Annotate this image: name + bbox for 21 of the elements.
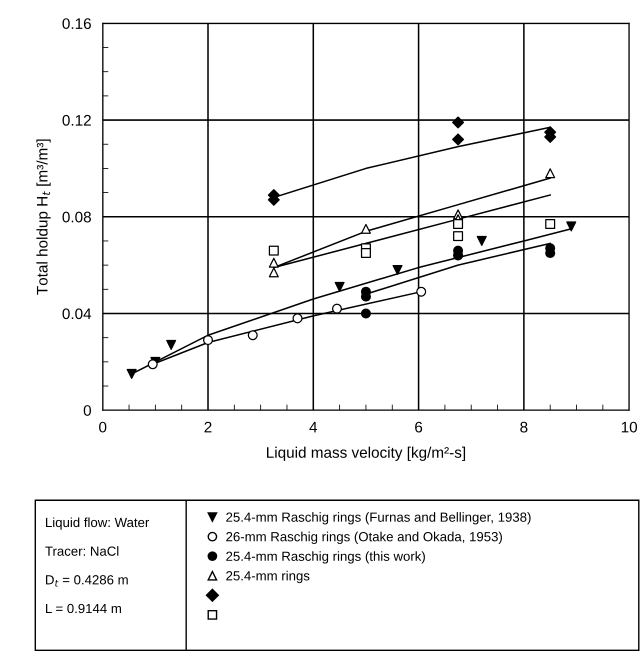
y-tick-label: 0.12: [62, 114, 91, 126]
x-tick-label: 8: [520, 422, 528, 433]
x-tick-label: 2: [204, 422, 212, 432]
legend-label: 25.4-mm Raschig rings (this work): [226, 551, 425, 564]
x-tick-label: 0: [99, 422, 106, 433]
x-tick-label: 4: [309, 422, 318, 432]
y-tick-label: 0.08: [62, 212, 91, 222]
legend-label: 25.4-mm Raschig rings (Furnas and Bellinger, 1938): [226, 512, 531, 524]
y-axis-title: Total holdup H$_{t}$ [m³/m³]: [36, 140, 51, 295]
legend-label: 25.4-mm rings: [226, 570, 310, 584]
legend-label: 26-mm Raschig rings (Otake and Okada, 1953): [226, 532, 502, 544]
text: Liquid flow: Water: [46, 517, 150, 530]
text: D$_{t}$ = 0.4286 m: [46, 575, 128, 587]
x-axis-title: Liquid mass velocity [kg/m²-s]: [267, 446, 466, 461]
y-tick-label: 0: [84, 405, 92, 416]
y-tick-label: 0.16: [62, 18, 91, 30]
x-tick-label: 10: [622, 422, 638, 433]
x-tick-label: 6: [415, 422, 422, 433]
text: Tracer: NaCl: [45, 546, 118, 556]
y-tick-label: 0.04: [62, 308, 92, 320]
text: L = 0.9144 m: [46, 604, 121, 614]
